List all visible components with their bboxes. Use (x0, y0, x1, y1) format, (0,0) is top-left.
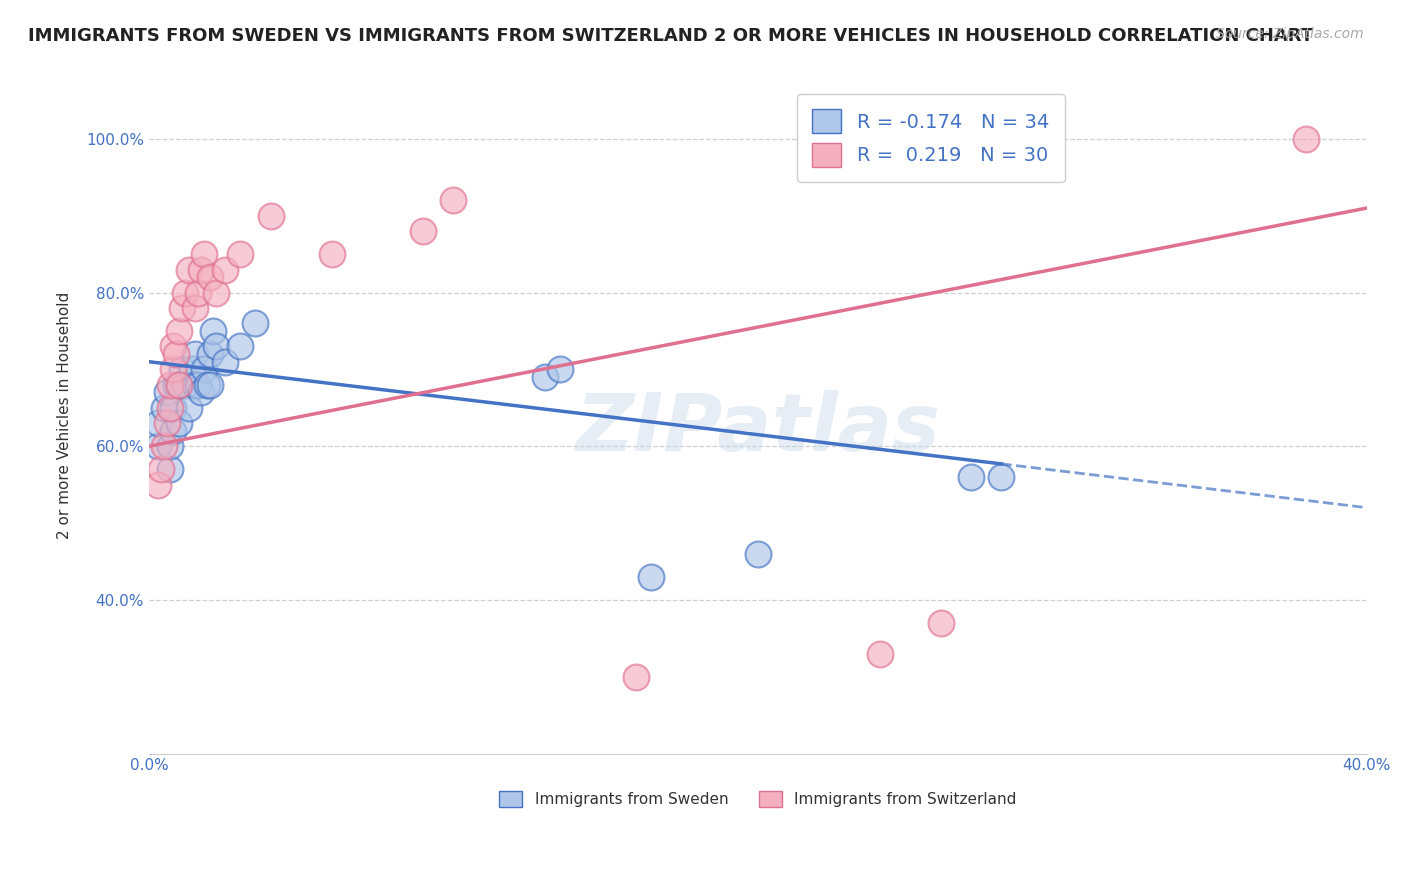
Point (174, 377, 197, 392)
Point (195, 377, 218, 392)
Point (162, 362, 184, 376)
Text: Source: ZipAtlas.com: Source: ZipAtlas.com (1216, 27, 1364, 41)
Point (153, 401, 176, 415)
Point (214, 262, 236, 277)
Point (624, 670, 647, 684)
Point (321, 247, 343, 261)
Point (159, 439, 181, 453)
Point (177, 262, 200, 277)
Point (205, 339, 228, 353)
Point (169, 324, 191, 338)
Point (183, 301, 205, 315)
Point (177, 401, 200, 415)
Point (169, 377, 191, 392)
Point (183, 347, 205, 361)
Point (260, 209, 283, 223)
Point (245, 316, 267, 330)
Point (183, 377, 205, 392)
Point (990, 470, 1012, 484)
Point (165, 377, 187, 392)
Legend: Immigrants from Sweden, Immigrants from Switzerland: Immigrants from Sweden, Immigrants from … (494, 785, 1022, 814)
Y-axis label: 2 or more Vehicles in Household: 2 or more Vehicles in Household (58, 292, 72, 539)
Point (193, 247, 215, 261)
Point (159, 377, 181, 392)
Point (214, 354, 236, 368)
Point (174, 285, 197, 300)
Point (159, 401, 181, 415)
Point (165, 347, 187, 361)
Point (747, 547, 769, 561)
Point (441, 194, 464, 208)
Point (146, 416, 169, 430)
Point (187, 377, 209, 392)
Point (190, 262, 212, 277)
Point (869, 647, 891, 661)
Point (159, 462, 181, 476)
Point (172, 362, 194, 376)
Point (153, 439, 176, 453)
Point (640, 570, 662, 584)
Point (960, 470, 983, 484)
Point (169, 416, 191, 430)
Point (198, 270, 221, 285)
Point (162, 339, 184, 353)
Point (169, 377, 191, 392)
Point (146, 477, 169, 491)
Point (162, 424, 184, 438)
Point (548, 362, 571, 376)
Point (156, 385, 179, 400)
Text: IMMIGRANTS FROM SWEDEN VS IMMIGRANTS FROM SWITZERLAND 2 OR MORE VEHICLES IN HOUS: IMMIGRANTS FROM SWEDEN VS IMMIGRANTS FRO… (28, 27, 1313, 45)
Point (205, 285, 228, 300)
Text: ZIPatlas: ZIPatlas (575, 390, 941, 468)
Point (229, 247, 252, 261)
Point (146, 439, 169, 453)
Point (162, 401, 184, 415)
Point (229, 339, 252, 353)
Point (533, 370, 555, 384)
Point (198, 347, 221, 361)
Point (412, 224, 434, 238)
Point (190, 385, 212, 400)
Point (180, 362, 202, 376)
Point (201, 324, 224, 338)
Point (172, 301, 194, 315)
Point (1295, 132, 1317, 146)
Point (929, 615, 952, 630)
Point (187, 285, 209, 300)
Point (193, 362, 215, 376)
Point (198, 377, 221, 392)
Point (156, 416, 179, 430)
Point (150, 462, 173, 476)
